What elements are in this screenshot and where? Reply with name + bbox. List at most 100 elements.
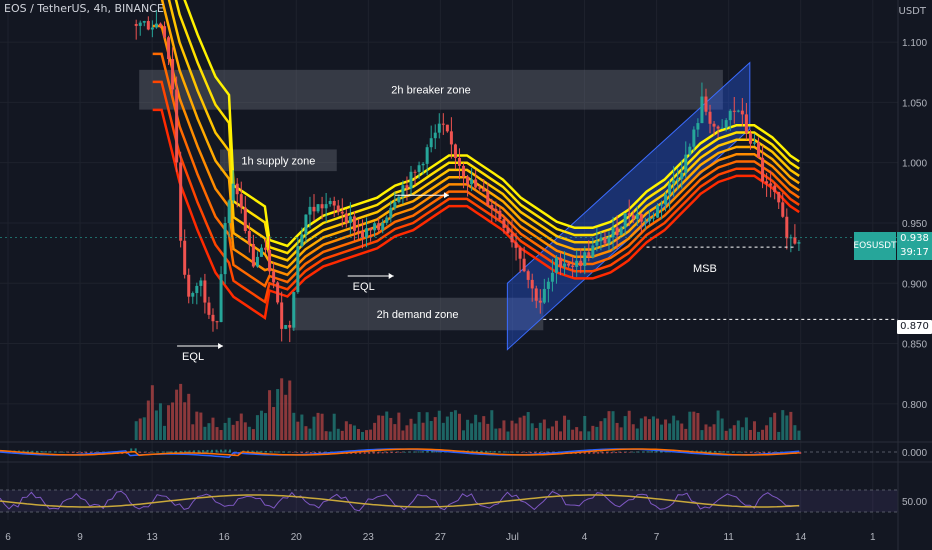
candle-body [474, 179, 478, 188]
macd-hist-bar [727, 451, 730, 453]
time-tick-label: 7 [654, 532, 660, 543]
macd-hist-bar [511, 451, 514, 453]
macd-hist-bar [767, 452, 770, 454]
volume-bar [304, 426, 308, 440]
candle-body [688, 146, 692, 155]
macd-hist-bar [44, 451, 47, 453]
time-tick-label: 20 [291, 532, 303, 543]
macd-hist-bar [395, 452, 398, 453]
macd-hist-bar [736, 451, 739, 453]
candle-body [296, 246, 300, 293]
macd-hist-bar [700, 450, 703, 453]
candle-body [158, 23, 162, 27]
macd-hist-bar [148, 452, 151, 453]
macd-hist-bar [516, 451, 519, 453]
volume-bar [239, 413, 243, 440]
macd-hist-bar [754, 452, 757, 453]
candle-body [635, 214, 639, 219]
candle-body [369, 228, 373, 231]
macd-hist-bar [592, 452, 595, 454]
candle-body [441, 123, 445, 125]
candle-body [304, 214, 308, 235]
volume-bar [777, 431, 781, 440]
volume-bar [672, 415, 676, 440]
volume-bar [223, 422, 227, 440]
zone-label: 2h breaker zone [391, 85, 471, 97]
volume-bar [639, 418, 643, 440]
candle-body [413, 171, 417, 173]
volume-bar [142, 417, 146, 440]
candle-body [664, 194, 668, 205]
macd-hist-bar [368, 452, 371, 454]
candle-body [478, 187, 482, 189]
candle-body [365, 228, 369, 238]
candle-body [720, 127, 724, 129]
candle-body [167, 37, 171, 60]
candle-body [563, 263, 567, 267]
volume-bar [158, 403, 162, 440]
candle-body [554, 257, 558, 273]
volume-bar [433, 417, 437, 440]
macd-hist-bar [763, 452, 766, 454]
volume-bar [546, 428, 550, 440]
macd-hist-bar [655, 451, 658, 453]
candle-body [672, 180, 676, 184]
macd-hist-bar [143, 452, 146, 453]
macd-hist-bar [628, 452, 631, 453]
candle-body [482, 188, 486, 192]
volume-bar [284, 394, 288, 440]
macd-hist-bar [58, 451, 61, 453]
macd-hist-bar [80, 452, 83, 454]
candle-body [546, 281, 550, 289]
volume-bar [752, 421, 756, 440]
macd-hist-bar [269, 451, 272, 453]
candle-body [231, 183, 235, 201]
candle-body [183, 240, 187, 275]
candle-body [154, 23, 158, 28]
candle-body [272, 271, 276, 283]
candle-body [769, 183, 773, 186]
volume-bar [550, 426, 554, 440]
candle-body [332, 201, 336, 206]
candle-body [639, 214, 643, 222]
candle-body [752, 142, 756, 144]
macd-hist-bar [646, 451, 649, 453]
volume-bar [761, 429, 765, 440]
volume-bar [510, 420, 514, 440]
macd-hist-bar [35, 450, 38, 453]
volume-bar [445, 416, 449, 440]
macd-hist-bar [76, 452, 79, 453]
volume-bar [235, 421, 239, 440]
candle-body [385, 217, 389, 223]
volume-bar [272, 407, 276, 440]
volume-bar [466, 419, 470, 440]
macd-hist-bar [291, 452, 294, 453]
candle-body [437, 123, 441, 133]
price-tick-label: 1.000 [902, 159, 927, 170]
macd-hist-bar [377, 452, 380, 454]
candle-body [409, 171, 413, 189]
volume-bar [175, 389, 179, 440]
candle-body [486, 191, 490, 205]
volume-bar [486, 423, 490, 440]
macd-hist-bar [431, 450, 434, 453]
volume-bar [296, 421, 300, 440]
price-tick-label: 0.950 [902, 219, 927, 230]
candle-body [171, 59, 175, 90]
candle-body [615, 227, 619, 236]
candle-body [328, 201, 332, 205]
annotation-label: EQL [353, 281, 375, 293]
macd-hist-bar [278, 451, 281, 453]
volume-bar [773, 412, 777, 440]
volume-bar [365, 430, 369, 440]
macd-hist-bar [62, 451, 65, 453]
volume-bar [138, 418, 142, 440]
candle-body [142, 21, 146, 23]
macd-hist-bar [89, 452, 92, 454]
macd-hist-bar [534, 452, 537, 454]
macd-hist-bar [314, 452, 317, 454]
macd-hist-bar [579, 452, 582, 454]
candle-body [522, 258, 526, 272]
volume-bar [247, 426, 251, 440]
